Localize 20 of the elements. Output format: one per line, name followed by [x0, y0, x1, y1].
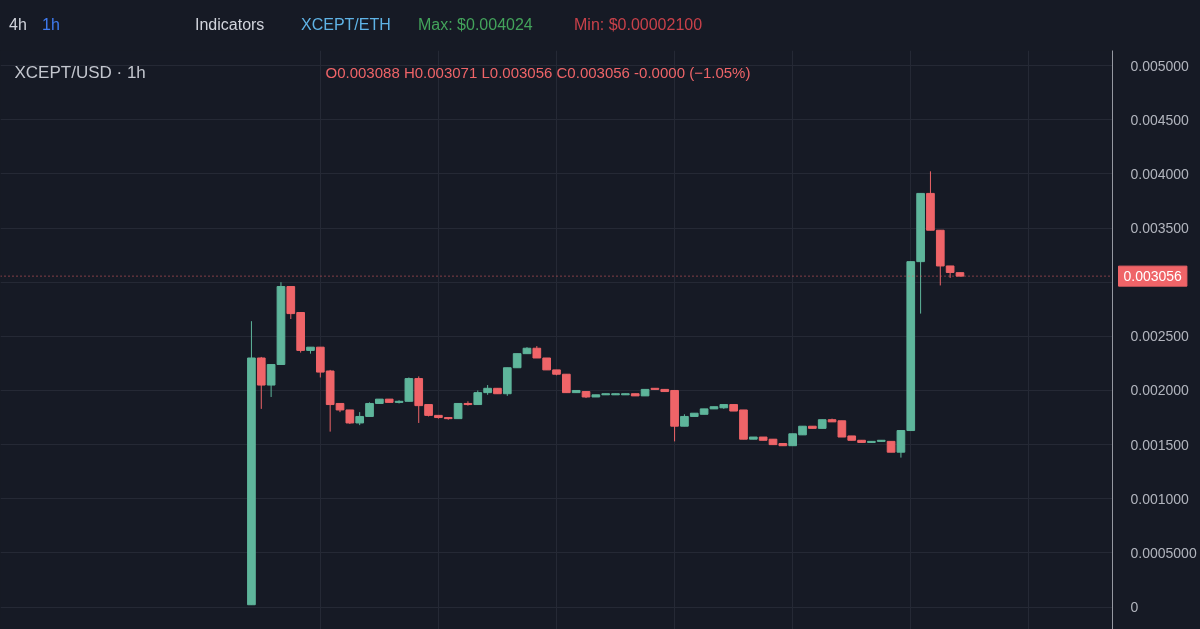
text: O0.003088 H0.003071 L0.003056 C0.003056 -0.0000 (−1.05%) — [325, 64, 751, 81]
y-tick-label: 0.0005000 — [1130, 544, 1197, 561]
y-tick-label: 0.002500 — [1130, 328, 1190, 345]
text: XCEPT/ETH — [301, 15, 391, 35]
text: 4h — [9, 15, 27, 35]
text: XCEPT/USD · 1h — [14, 63, 146, 82]
y-tick-label: 0.005000 — [1130, 57, 1190, 74]
y-tick-label: 0.001000 — [1130, 490, 1190, 507]
y-tick-label: 0.004500 — [1130, 111, 1190, 128]
text: Indicators — [195, 15, 265, 35]
y-tick-label: 0.003500 — [1130, 220, 1190, 237]
y-tick-label: 0.002000 — [1130, 382, 1190, 399]
text: 1h — [42, 15, 60, 35]
y-tick-label: 0 — [1130, 599, 1139, 616]
y-tick-label: 0.001500 — [1130, 436, 1190, 453]
candlestick — [463, 400, 473, 407]
text: Max: $0.004024 — [418, 15, 533, 35]
y-tick-label: 0.004000 — [1130, 165, 1190, 182]
text: Min: $0.00002100 — [574, 15, 703, 35]
ref-line-label: 0.003056 — [1123, 268, 1183, 285]
